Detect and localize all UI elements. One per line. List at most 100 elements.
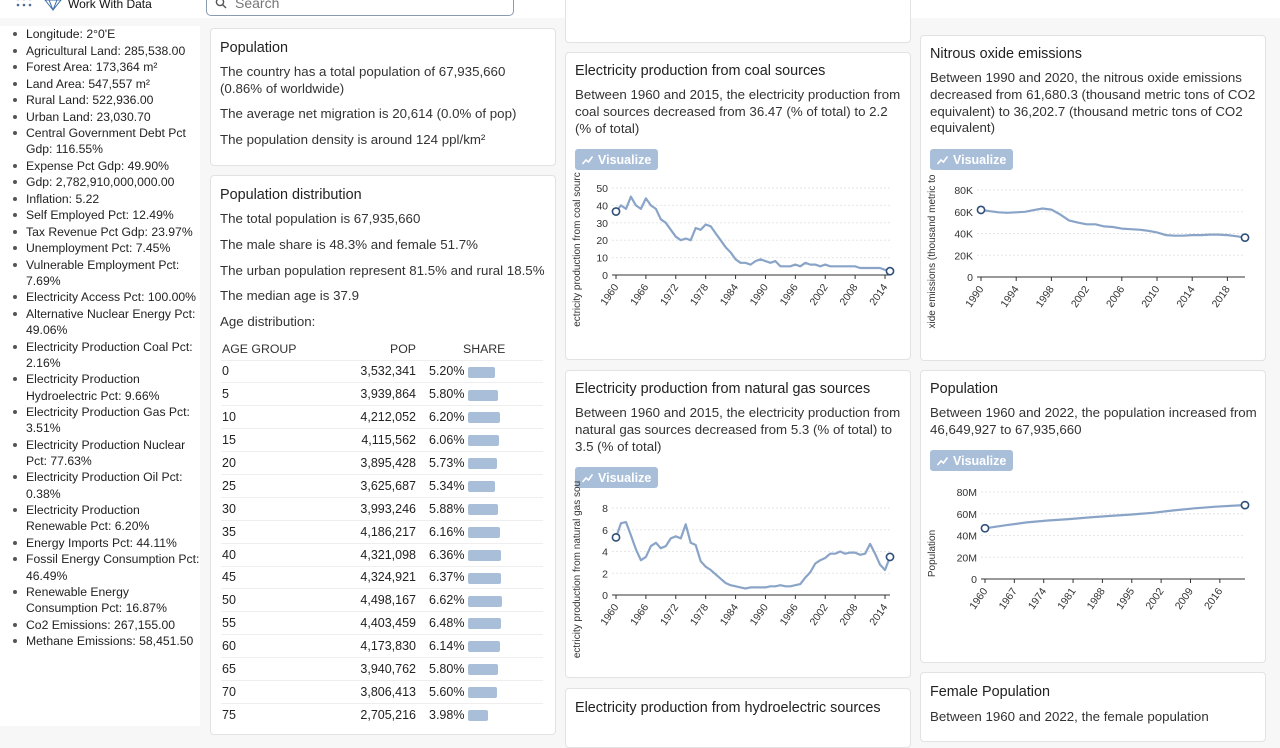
share-bar (468, 390, 498, 401)
endpoint-marker (977, 206, 984, 213)
y-axis-label: ectricity production from natural gas so… (572, 481, 583, 658)
x-tick-label: 1978 (688, 602, 711, 628)
y-axis-label: xide emissions (thousand metric to (927, 174, 938, 328)
share-text: 6.36% (429, 548, 464, 562)
x-tick-label: 1995 (1114, 586, 1137, 612)
search-icon (215, 0, 227, 9)
y-tick-label: 10 (596, 253, 608, 265)
endpoint-marker (886, 268, 893, 275)
total-population-text: The total population is 67,935,660 (220, 211, 420, 228)
age-group-cell: 75 (221, 703, 329, 726)
share-bar (468, 596, 502, 607)
y-axis-label: Population (927, 530, 938, 577)
x-tick-label: 1960 (598, 282, 621, 308)
stat-item: Inflation: 5.22 (10, 191, 200, 207)
brand-link[interactable]: Work With Data (44, 0, 152, 12)
y-tick-label: 0 (602, 590, 608, 602)
share-cell: 5.34% (417, 474, 543, 497)
x-tick-label: 2010 (1139, 284, 1162, 310)
x-tick-label: 1972 (658, 602, 681, 628)
y-tick-label: 20K (954, 250, 973, 262)
search-input[interactable] (235, 0, 495, 11)
search-box[interactable] (206, 0, 514, 16)
share-bar (468, 641, 500, 652)
y-tick-label: 8 (602, 503, 608, 515)
share-bar (468, 412, 500, 423)
card-title: Population distribution (220, 187, 362, 203)
pop-cell: 4,173,830 (329, 635, 417, 658)
share-cell: 5.60% (417, 680, 543, 703)
stat-item: Energy Imports Pct: 44.11% (10, 535, 200, 551)
pop-cell: 3,806,413 (329, 680, 417, 703)
pop-cell: 4,212,052 (329, 406, 417, 429)
age-group-cell: 55 (221, 612, 329, 635)
stat-item: Electricity Production Gas Pct: 3.51% (10, 404, 200, 436)
y-tick-label: 0 (971, 574, 977, 586)
age-distribution-label: Age distribution: (220, 314, 315, 331)
age-group-cell: 60 (221, 635, 329, 658)
share-bar (468, 664, 498, 675)
endpoint-marker (612, 208, 619, 215)
share-text: 5.60% (429, 685, 464, 699)
y-tick-label: 20 (596, 235, 608, 247)
age-group-cell: 35 (221, 520, 329, 543)
endpoint-marker (612, 534, 619, 541)
gas-electricity-card: Electricity production from natural gas … (565, 370, 911, 678)
share-bar (468, 687, 497, 698)
pop-cell: 4,186,217 (329, 520, 417, 543)
x-tick-label: 1996 (778, 282, 801, 308)
share-cell: 5.80% (417, 658, 543, 681)
pop-cell: 3,895,428 (329, 452, 417, 475)
previous-card-fragment (565, 0, 911, 43)
stat-item: Electricity Access Pct: 100.00% (10, 289, 200, 305)
stat-item: Vulnerable Employment Pct: 7.69% (10, 257, 200, 289)
x-tick-label: 1960 (598, 602, 621, 628)
share-cell: 6.16% (417, 520, 543, 543)
stat-item: Urban Land: 23,030.70 (10, 109, 200, 125)
column-header-share: SHARE (417, 338, 543, 360)
coal-electricity-card: Electricity production from coal sources… (565, 52, 911, 360)
share-cell: 6.14% (417, 635, 543, 658)
table-header-row: AGE GROUP POP SHARE (221, 338, 543, 360)
share-text: 5.34% (429, 479, 464, 493)
y-tick-label: 0 (967, 272, 973, 284)
x-tick-label: 2006 (1104, 284, 1127, 310)
y-tick-label: 4 (602, 547, 608, 559)
share-cell: 5.20% (417, 360, 543, 383)
pop-cell: 3,940,762 (329, 658, 417, 681)
y-tick-label: 60K (954, 207, 973, 219)
y-tick-label: 40K (954, 229, 973, 241)
x-tick-label: 1990 (963, 284, 986, 310)
pop-cell: 4,403,459 (329, 612, 417, 635)
logo-icon (44, 0, 62, 12)
density-text: The population density is around 124 ppl… (220, 132, 550, 149)
x-tick-label: 1998 (1034, 284, 1057, 310)
x-tick-label: 1966 (628, 602, 651, 628)
nitrous-oxide-card: Nitrous oxide emissions Between 1990 and… (920, 35, 1266, 361)
x-tick-label: 1994 (998, 284, 1021, 310)
share-cell: 3.98% (417, 703, 543, 726)
stat-item: Gdp: 2,782,910,000,000.00 (10, 174, 200, 190)
share-text: 6.37% (429, 570, 464, 584)
share-bar (468, 435, 499, 446)
share-cell: 6.06% (417, 429, 543, 452)
stat-item: Longitude: 2°0'E (10, 26, 200, 42)
stat-item: Renewable Energy Consumption Pct: 16.87% (10, 584, 200, 616)
share-text: 5.80% (429, 387, 464, 401)
x-tick-label: 2008 (837, 282, 860, 308)
stat-item: Tax Revenue Pct Gdp: 23.97% (10, 224, 200, 240)
age-group-cell: 20 (221, 452, 329, 475)
share-cell: 5.80% (417, 383, 543, 406)
share-bar (468, 573, 501, 584)
median-age-text: The median age is 37.9 (220, 288, 359, 305)
y-axis-label: ectricity production from coal sourc (572, 172, 583, 327)
apps-grid-icon[interactable] (16, 0, 32, 9)
share-text: 5.20% (429, 364, 464, 378)
x-tick-label: 2016 (1202, 586, 1225, 612)
